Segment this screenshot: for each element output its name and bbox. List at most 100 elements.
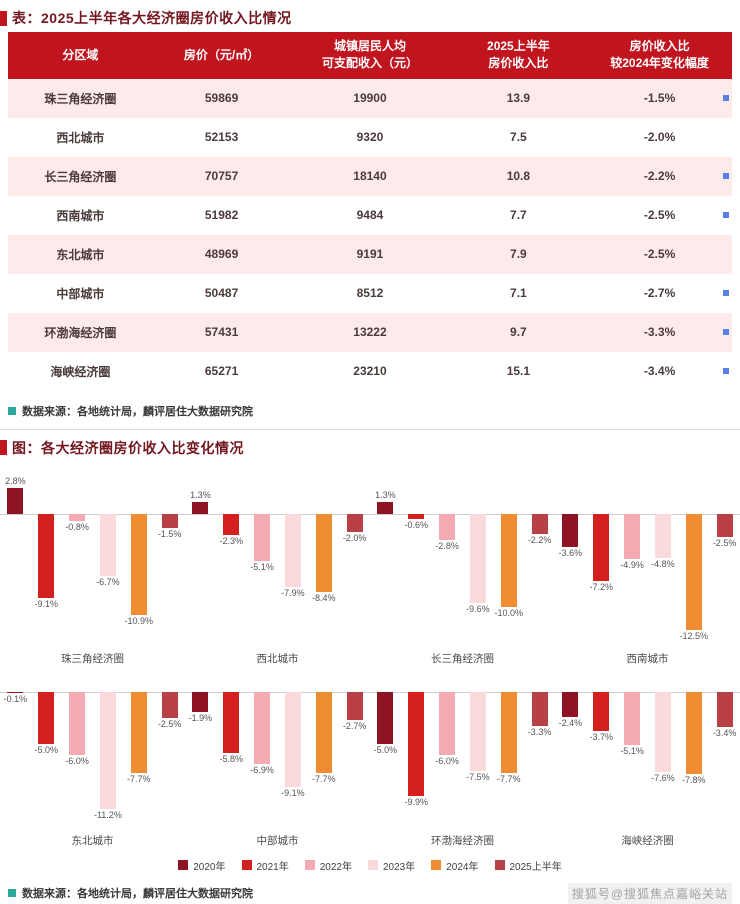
legend-swatch-icon — [178, 860, 189, 871]
bar-value-label: -2.3% — [219, 536, 243, 547]
chart-bar — [654, 513, 671, 559]
chart-bar — [99, 691, 116, 810]
bar-value-label: -6.7% — [96, 577, 120, 588]
chart-region-label: 东北城市 — [71, 834, 114, 847]
cell-change: -1.5% — [587, 79, 732, 118]
price-income-table: 分区域 房价（元/㎡） 城镇居民人均 可支配收入（元） 2025上半年 房价收入比 房价收入… — [8, 32, 732, 391]
cell-income: 23210 — [353, 364, 387, 379]
chart-bar — [624, 691, 641, 746]
cell-price: 57431 — [204, 325, 239, 340]
teal-square-icon — [8, 889, 16, 898]
cell-change: -2.0% — [643, 130, 676, 145]
bar-value-label: 1.3% — [190, 489, 211, 500]
blue-square-icon — [723, 95, 729, 102]
bar-value-label: -7.6% — [651, 772, 675, 783]
legend-swatch-icon — [241, 860, 252, 871]
cell-ratio: 13.9 — [506, 91, 531, 106]
table-source-line: 数据来源：各地统计局，麟评居住大数据研究院 — [8, 403, 732, 419]
blue-square-icon — [723, 329, 729, 336]
cell-price: 51982 — [204, 208, 239, 223]
chart-bar — [531, 513, 548, 535]
chart-source-text: 数据来源：各地统计局，麟评居住大数据研究院 — [22, 888, 253, 901]
bar-value-label: -7.7% — [126, 773, 151, 784]
chart-bar — [254, 513, 271, 562]
chart-bar — [562, 691, 579, 717]
legend-swatch-icon — [431, 860, 442, 871]
chart-bar — [69, 513, 86, 522]
chart-bar — [685, 691, 702, 774]
bar-value-label: -4.9% — [620, 560, 644, 571]
cell-ratio: 15.1 — [506, 364, 531, 379]
legend-label: 2024年 — [446, 861, 479, 873]
bar-value-label: -9.1% — [281, 788, 305, 799]
chart-bar — [223, 513, 240, 536]
table-body: 珠三角经济圈 59869 19900 13.9 -1.5% 西北城市 52153 9320 7.… — [8, 78, 732, 391]
chart-bar — [439, 513, 456, 540]
cell-change: -3.4% — [587, 352, 732, 391]
chart-bar — [377, 501, 394, 514]
legend-item: 2025上半年 — [494, 858, 562, 873]
column-header: 房价（元/㎡） — [152, 32, 291, 79]
table-row: 西北城市 52153 9320 7.5 -2.0% — [8, 118, 732, 157]
chart-section-head: 图：各大经济圈房价收入比变化情况 — [0, 438, 732, 458]
bar-value-label: -5.1% — [250, 562, 274, 573]
column-header: 2025上半年 房价收入比 — [449, 32, 588, 79]
column-header: 房价收入比 较2024年变化幅度 — [587, 32, 732, 79]
bar-value-label: -8.4% — [311, 592, 336, 603]
chart-bar — [654, 691, 671, 772]
bar-value-label: -9.6% — [466, 604, 490, 615]
cell-price: 48969 — [204, 247, 239, 262]
chart-row-1: 2.8% -9.1% -0.8% -6.7% -10.9% -1.5% 珠三角经济圈 1.3%… — [0, 472, 740, 668]
bar-value-label: -2.0% — [342, 533, 367, 544]
column-header: 城镇居民人均 可支配收入（元） — [290, 32, 450, 79]
bar-value-label: -0.8% — [65, 522, 89, 533]
chart-region-label: 珠三角经济圈 — [61, 652, 124, 665]
table-title: 表：2025上半年各大经济圈房价收入比情况 — [12, 10, 292, 26]
chart-region-label: 中部城市 — [256, 834, 299, 847]
table-row: 长三角经济圈 70757 18140 10.8 -2.2% — [8, 156, 732, 196]
chart-bar — [685, 513, 702, 631]
chart-bar — [346, 513, 363, 533]
cell-ratio: 7.7 — [510, 208, 527, 223]
chart-bar — [562, 513, 579, 548]
mini-chart: 1.3% -0.6% -2.8% -9.6% -10.0% -2.2% 长三角经济圈 — [370, 472, 555, 666]
chart-bar — [469, 513, 486, 604]
legend-label: 2020年 — [193, 861, 226, 873]
chart-source-line: 数据来源：各地统计局，麟评居住大数据研究院 — [8, 885, 253, 901]
cell-price: 70757 — [204, 169, 239, 184]
legend-label: 2022年 — [319, 861, 352, 873]
mini-chart: -5.0% -9.9% -6.0% -7.5% -7.7% -3.3% 环渤海经济圈 — [370, 680, 555, 848]
chart-bar — [99, 513, 116, 577]
chart-region-label: 长三角经济圈 — [431, 652, 494, 665]
mini-chart: -0.1% -5.0% -6.0% -11.2% -7.7% -2.5% 东北城市 — [0, 680, 185, 848]
chart-region-label: 西北城市 — [256, 652, 299, 665]
cell-ratio: 9.7 — [510, 325, 527, 340]
cell-income: 19900 — [353, 91, 387, 106]
table-row: 西南城市 51982 9484 7.7 -2.5% — [8, 196, 732, 235]
chart-region-label: 环渤海经济圈 — [431, 834, 494, 847]
chart-bar — [531, 691, 548, 727]
section-divider — [0, 428, 740, 430]
chart-bar — [315, 513, 332, 592]
cell-price: 59869 — [204, 91, 239, 106]
bar-value-label: -7.5% — [466, 771, 490, 782]
cell-ratio: 7.1 — [510, 286, 527, 301]
chart-bar — [469, 691, 486, 771]
chart-bar — [315, 691, 332, 773]
chart-region-label: 西南城市 — [626, 652, 669, 665]
bar-value-label: -2.8% — [435, 540, 459, 551]
red-square-icon — [0, 10, 7, 26]
bar-value-label: -3.3% — [527, 727, 552, 738]
chart-bar — [130, 691, 147, 773]
chart-bar — [593, 691, 610, 731]
bar-value-label: 2.8% — [5, 475, 26, 486]
table-section-head: 表：2025上半年各大经济圈房价收入比情况 — [0, 8, 732, 28]
legend-item: 2020年 — [178, 858, 226, 873]
bar-value-label: -7.8% — [681, 774, 706, 785]
chart-bar — [192, 691, 209, 712]
table-row: 环渤海经济圈 57431 13222 9.7 -3.3% — [8, 312, 732, 352]
legend-item: 2022年 — [304, 858, 352, 873]
bar-value-label: -6.0% — [65, 755, 89, 766]
column-header: 分区域 — [8, 32, 153, 79]
cell-region: 东北城市 — [56, 247, 105, 262]
